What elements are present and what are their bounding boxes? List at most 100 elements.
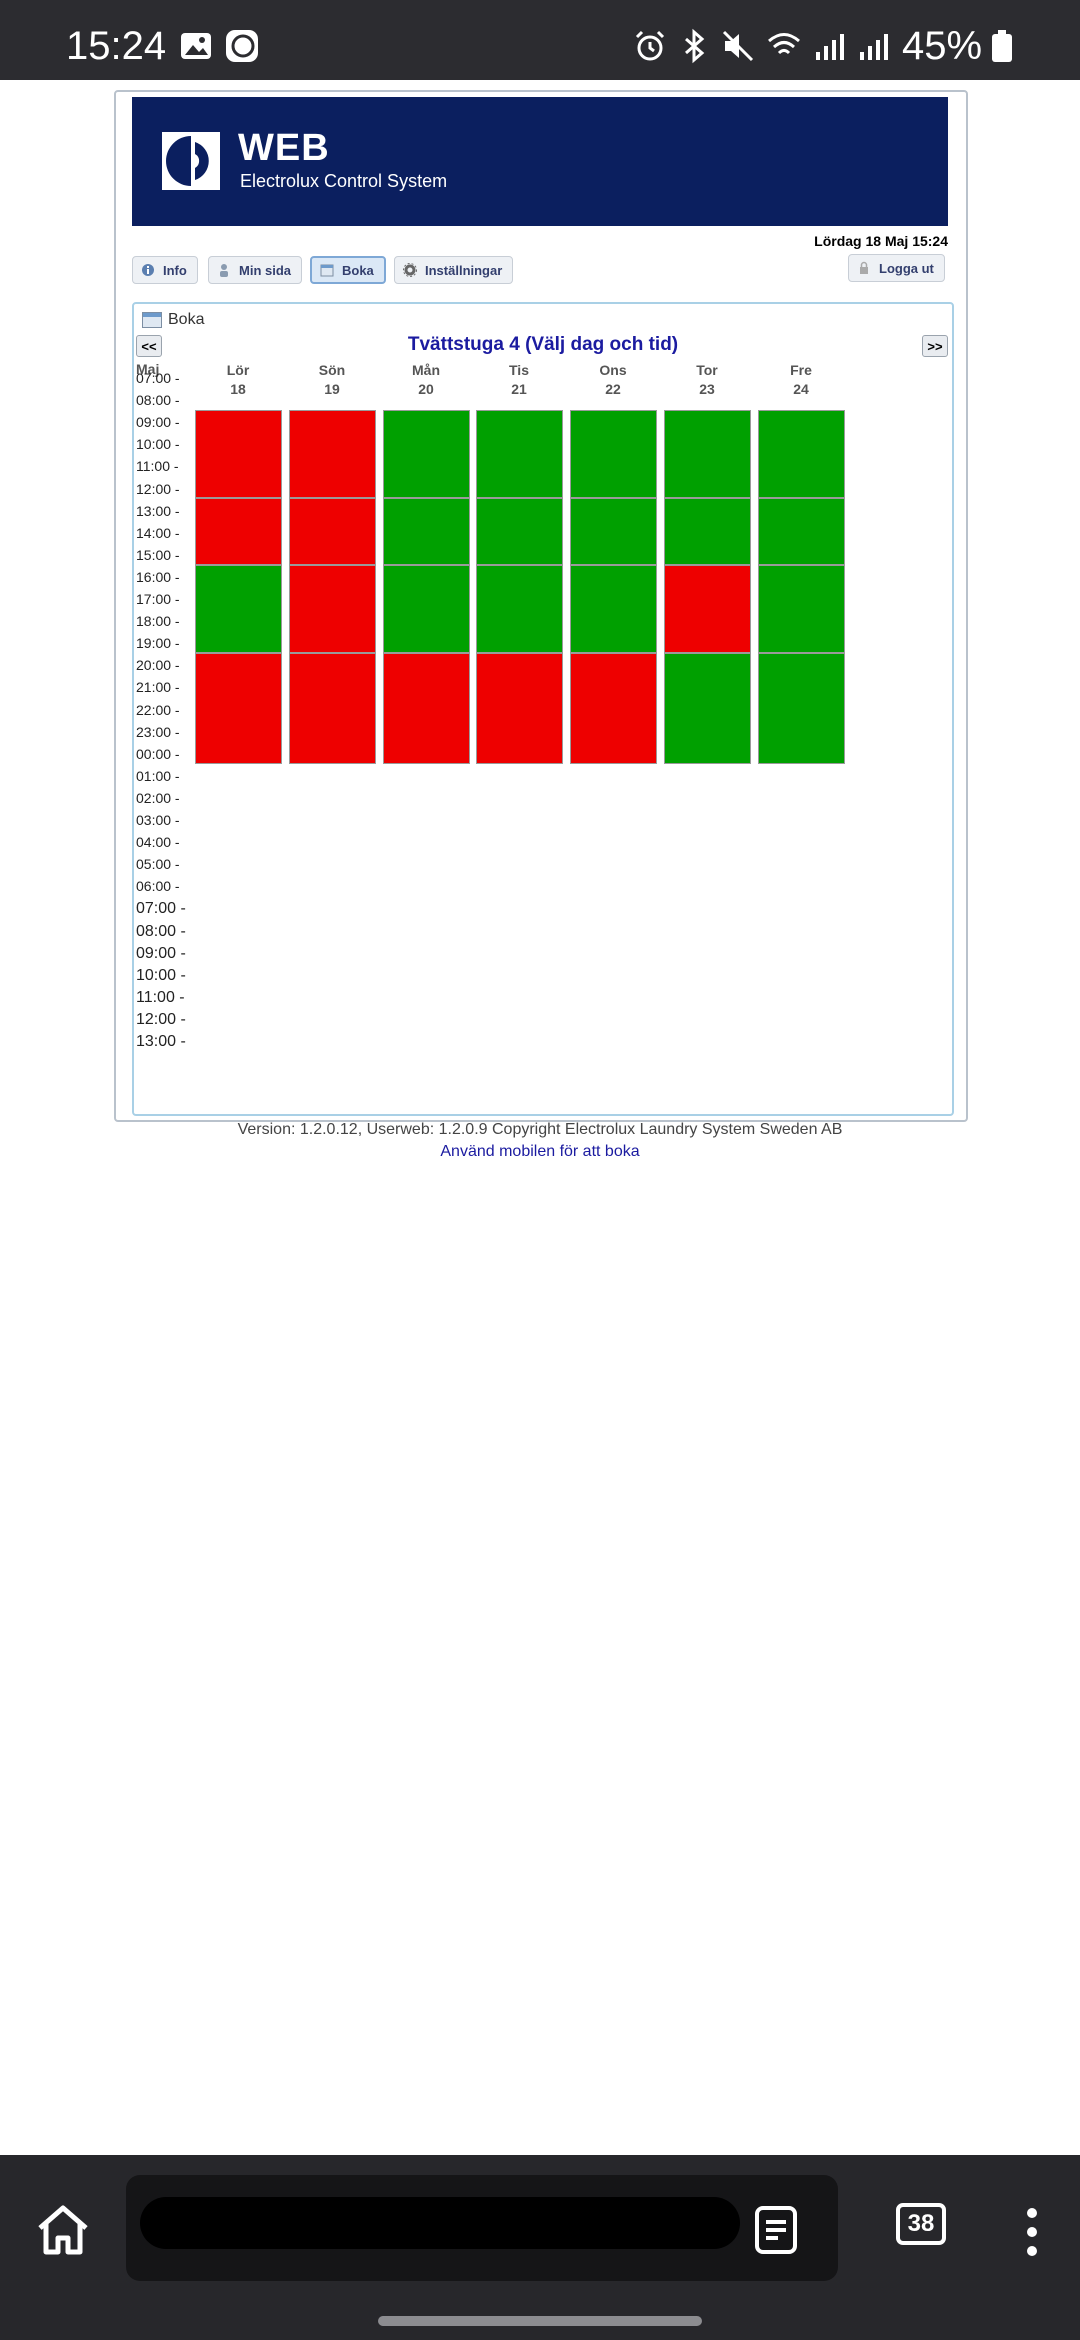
slot-booked [383, 653, 470, 764]
time-label: 18:00 - [136, 613, 180, 630]
time-label: 07:00 - [136, 370, 180, 386]
tab-min-sida-label: Min sida [239, 262, 292, 278]
day-name: Lör [226, 362, 250, 378]
brand-web: WEB [238, 127, 330, 169]
tab-min-sida[interactable]: Min sida [208, 256, 303, 284]
day-header: Tor 23 [664, 361, 750, 399]
alarm-icon [635, 30, 665, 61]
slot-free[interactable] [383, 410, 470, 499]
slot-free[interactable] [383, 564, 470, 654]
time-label: 09:00 - [136, 414, 180, 431]
day-name: Sön [318, 362, 346, 378]
day-date: 18 [230, 381, 246, 397]
slot-free[interactable] [195, 564, 282, 654]
bluetooth-icon [685, 28, 705, 64]
time-label: 12:00 - [136, 1010, 186, 1028]
slot-booked [289, 498, 376, 565]
day-name: Tor [696, 362, 718, 378]
time-label: 02:00 - [136, 789, 180, 806]
slot-free[interactable] [664, 653, 751, 764]
tab-installningar[interactable]: Inställningar [394, 256, 514, 284]
slot-booked [289, 653, 376, 764]
next-week-button[interactable]: >> [922, 335, 948, 357]
gallery-icon [181, 33, 211, 59]
slot-booked [476, 653, 563, 764]
time-label: 13:00 - [136, 502, 180, 519]
slot-free[interactable] [476, 564, 563, 654]
tab-installningar-label: Inställningar [425, 262, 503, 278]
slot-booked [289, 410, 376, 499]
slot-free[interactable] [758, 410, 845, 499]
time-label: 10:00 - [136, 436, 180, 453]
slot-free[interactable] [476, 410, 563, 499]
panel-title: Boka [142, 311, 204, 329]
tab-info-label: Info [163, 262, 187, 278]
browser-bottom-bar: 38 [0, 2155, 1080, 2340]
home-icon[interactable] [34, 2200, 92, 2258]
time-label: 09:00 - [136, 944, 186, 962]
wifi-icon [768, 33, 800, 55]
tabs-count-button[interactable]: 38 [896, 2203, 946, 2245]
mute-icon [722, 30, 754, 62]
day-header: Sön 19 [289, 361, 375, 399]
slot-booked [289, 564, 376, 654]
lock-icon [860, 261, 868, 274]
slot-free[interactable] [758, 498, 845, 565]
user-icon [220, 264, 228, 277]
day-name: Tis [509, 362, 529, 378]
time-label: 11:00 - [136, 458, 179, 475]
day-header: Ons 22 [570, 361, 656, 399]
slot-free[interactable] [570, 410, 657, 499]
day-date: 19 [324, 381, 340, 397]
slot-free[interactable] [758, 653, 845, 764]
current-datetime: Lördag 18 Maj 15:24 [814, 233, 948, 249]
more-menu-icon[interactable] [1022, 2205, 1042, 2259]
time-label: 08:00 - [136, 922, 186, 940]
banner: WEB Electrolux Control System [132, 97, 948, 226]
day-name: Mån [412, 362, 440, 378]
reader-mode-icon[interactable] [754, 2205, 798, 2255]
time-label: 11:00 - [136, 988, 185, 1006]
booking-heading: Tvättstuga 4 (Välj dag och tid) [407, 334, 679, 355]
day-header: Lör 18 [195, 361, 281, 399]
time-label: 06:00 - [136, 878, 180, 895]
slot-free[interactable] [476, 498, 563, 565]
gear-icon [403, 263, 417, 277]
logout-button[interactable]: Logga ut [848, 254, 945, 282]
time-label: 05:00 - [136, 856, 180, 873]
slot-free[interactable] [664, 498, 751, 565]
status-bar: 15:24 45% [0, 0, 1080, 80]
time-label: 22:00 - [136, 701, 180, 718]
brand-subtitle: Electrolux Control System [240, 171, 448, 191]
time-label: 03:00 - [136, 812, 180, 828]
slot-booked [195, 653, 282, 764]
mobile-booking-link[interactable]: Använd mobilen för att boka [440, 1143, 640, 1160]
tab-info[interactable]: Info [132, 256, 198, 284]
day-header: Tis 21 [476, 361, 562, 399]
slot-free[interactable] [664, 410, 751, 499]
day-date: 21 [511, 381, 527, 397]
slot-free[interactable] [570, 564, 657, 654]
day-date: 20 [418, 381, 434, 397]
prev-week-button[interactable]: << [136, 335, 162, 357]
slot-free[interactable] [570, 498, 657, 565]
day-header: Mån 20 [383, 361, 469, 399]
version-text: Version: 1.2.0.12, Userweb: 1.2.0.9 Copy… [237, 1121, 843, 1138]
battery-percent: 45% [902, 24, 983, 68]
time-label: 08:00 - [136, 392, 180, 409]
tab-boka[interactable]: Boka [310, 256, 386, 284]
signal-icon-2 [860, 34, 888, 60]
address-bar[interactable] [126, 2175, 838, 2281]
time-label: 15:00 - [136, 546, 180, 563]
slot-free[interactable] [758, 564, 845, 654]
time-label: 17:00 - [136, 591, 180, 607]
booking-panel: Boka << Tvättstuga 4 (Välj dag och tid) … [132, 302, 954, 1116]
time-label: 13:00 - [136, 1033, 186, 1050]
logout-label: Logga ut [879, 260, 934, 276]
day-name: Fre [790, 362, 812, 378]
slot-free[interactable] [383, 498, 470, 565]
time-label: 12:00 - [136, 480, 180, 497]
time-label: 16:00 - [136, 568, 180, 585]
calendar-icon [142, 312, 162, 328]
slot-booked [570, 653, 657, 764]
